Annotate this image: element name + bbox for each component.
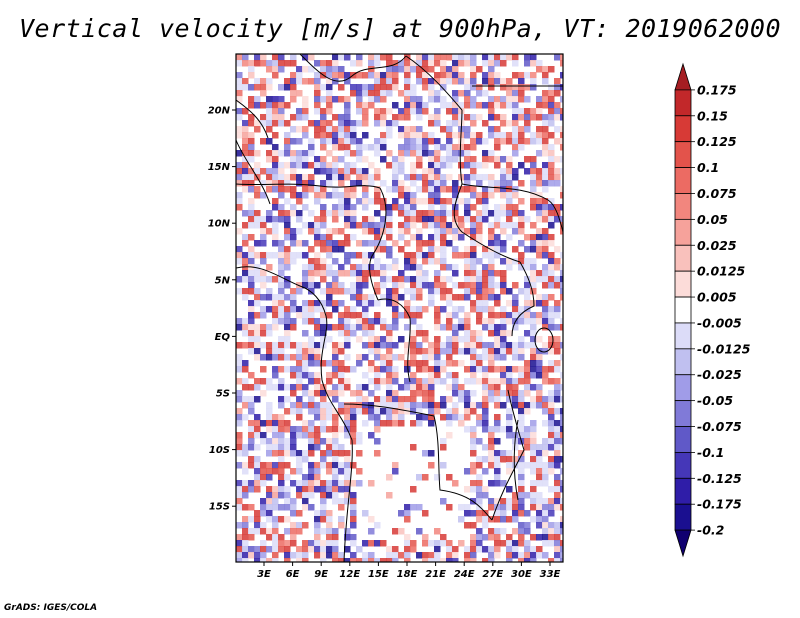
colorbar-swatch: [674, 374, 692, 402]
colorbar-label: -0.075: [697, 419, 742, 434]
lat-label: 15N: [208, 162, 231, 173]
colorbar-swatch: [674, 218, 692, 246]
border-line: [236, 99, 269, 139]
colorbar-label: 0.005: [697, 290, 737, 305]
colorbar-swatch: [674, 270, 692, 298]
colorbar-swatch: [674, 452, 692, 479]
colorbar-label: -0.0125: [697, 341, 751, 356]
colorbar-label: -0.125: [697, 471, 742, 486]
colorbar-label: 0.125: [697, 134, 737, 149]
colorbar-label: 0.05: [697, 212, 728, 227]
colorbar-label: -0.2: [697, 523, 724, 538]
colorbar-swatch: [674, 141, 692, 168]
lon-label: 30E: [511, 569, 532, 580]
border-line: [491, 389, 525, 521]
colorbar-swatch: [674, 115, 692, 143]
lon-label: 3E: [257, 569, 271, 580]
lon-label: 18E: [397, 569, 418, 580]
colorbar-swatch: [674, 89, 692, 117]
velocity-field: [236, 54, 563, 562]
lon-label: 6E: [286, 569, 300, 580]
colorbar-swatch: [674, 426, 692, 453]
colorbar-label: -0.005: [697, 315, 742, 330]
country-borders: [236, 54, 563, 562]
lat-label: EQ: [215, 332, 231, 343]
lat-label: 10S: [209, 445, 230, 456]
border-line: [236, 183, 381, 189]
colorbar-swatch: [674, 348, 692, 376]
colorbar-swatch: [674, 503, 692, 531]
colorbar: [674, 62, 692, 558]
colorbar-label: -0.05: [697, 393, 733, 408]
latitude-labels: 20N 15N 10N 5N EQ 5S 10S 15S: [208, 106, 231, 513]
lat-label: 5N: [215, 275, 231, 286]
border-line: [369, 187, 387, 301]
colorbar-label: 0.0125: [697, 264, 746, 279]
colorbar-swatch: [674, 244, 692, 272]
plot-frame: [235, 53, 564, 563]
colorbar-label: -0.025: [697, 367, 742, 382]
border-line: [343, 403, 493, 521]
border-line: [236, 139, 271, 205]
colorbar-label: 0.175: [697, 82, 737, 97]
lon-label: 24E: [454, 569, 475, 580]
colorbar-label: 0.1: [697, 160, 719, 175]
colorbar-label: 0.075: [697, 186, 737, 201]
map-title: Vertical velocity [m/s] at 900hPa, VT: 2…: [18, 14, 781, 43]
lon-label: 27E: [482, 569, 503, 580]
border-line: [377, 298, 411, 383]
border-line: [236, 266, 353, 562]
lon-label: 9E: [314, 569, 328, 580]
lon-label: 21E: [425, 569, 446, 580]
colorbar-swatch: [674, 400, 692, 427]
border-line: [453, 109, 521, 263]
border-line: [461, 183, 563, 233]
colorbar-swatch: [674, 62, 692, 91]
lake-outline: [534, 327, 554, 353]
colorbar-swatch: [674, 322, 692, 350]
longitude-labels: 3E 6E 9E 12E 15E 18E 21E 24E 27E 30E 33E: [257, 569, 560, 580]
colorbar-swatch: [674, 296, 692, 324]
border-line: [299, 54, 407, 82]
lon-label: 15E: [368, 569, 389, 580]
colorbar-swatch: [674, 529, 692, 558]
colorbar-swatch: [674, 193, 692, 220]
lat-label: 20N: [208, 106, 231, 117]
lake-outline: [513, 419, 519, 501]
grads-credit: GrADS: IGES/COLA: [4, 603, 98, 613]
axis-ticks: [232, 109, 551, 566]
lat-label: 15S: [209, 502, 230, 513]
colorbar-label: 0.025: [697, 238, 737, 253]
border-line: [511, 261, 535, 337]
colorbar-label: 0.15: [697, 108, 728, 123]
colorbar-label: -0.175: [697, 497, 742, 512]
lat-label: 10N: [208, 219, 231, 230]
lon-label: 12E: [339, 569, 360, 580]
border-line: [405, 55, 463, 111]
colorbar-swatch: [674, 477, 692, 505]
lat-label: 5S: [216, 389, 230, 400]
colorbar-label: -0.1: [697, 445, 724, 460]
lon-label: 33E: [540, 569, 561, 580]
colorbar-labels: 0.175 0.15 0.125 0.1 0.075 0.05 0.025 0.0125 0.0…: [691, 82, 751, 538]
colorbar-swatch: [674, 167, 692, 194]
